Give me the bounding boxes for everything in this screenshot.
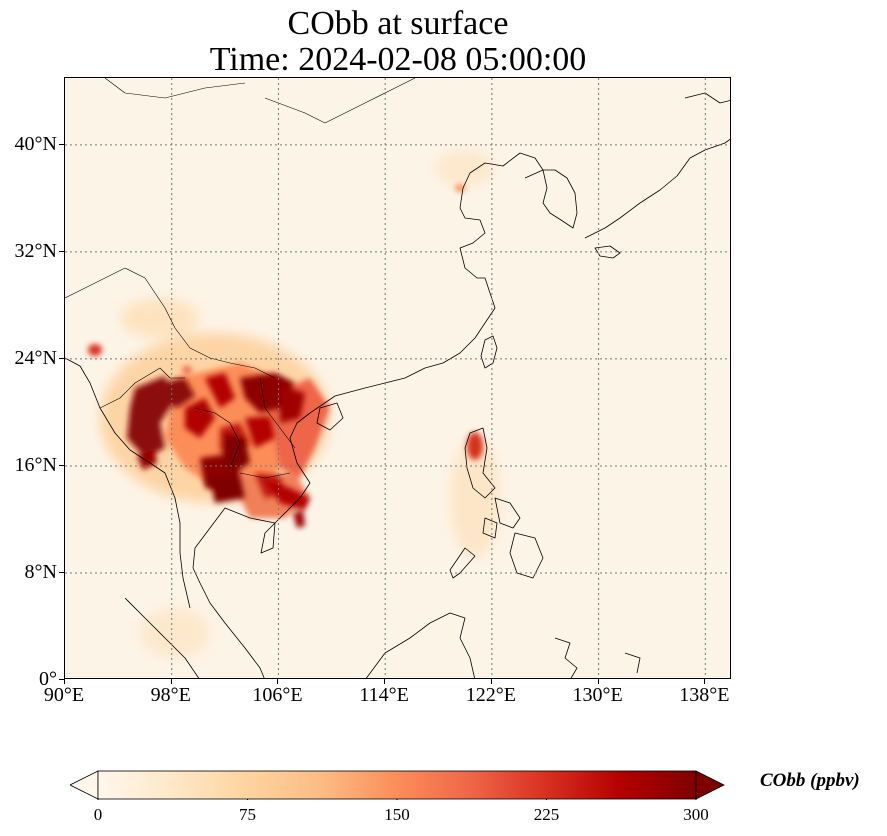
lat-tick-mark [59, 357, 64, 359]
lon-tick-mark [277, 679, 279, 684]
lat-tick-label: 24°N [14, 346, 57, 369]
colorbar-label: CObb (ppbv) [760, 770, 860, 791]
lat-tick-label: 16°N [14, 453, 57, 476]
map-canvas [65, 78, 730, 678]
colorbar-extend-max [695, 770, 725, 800]
colorbar-tick-label: 75 [239, 805, 256, 824]
map-plot-area [64, 77, 731, 679]
map-gridlines [65, 78, 730, 678]
lon-tick-mark [64, 679, 65, 684]
lat-tick-mark [59, 679, 64, 680]
lat-tick-label: 32°N [14, 239, 57, 262]
lon-tick-label: 98°E [150, 684, 191, 706]
lon-tick-mark [170, 679, 172, 684]
lat-tick-label: 40°N [14, 132, 57, 155]
lon-tick-label: 114°E [359, 684, 409, 706]
plot-title: CObb at surface [287, 5, 509, 42]
lon-tick-label: 138°E [679, 684, 730, 706]
lat-tick-mark [59, 250, 64, 252]
plot-subtitle-time: Time: 2024-02-08 05:00:00 [209, 41, 587, 78]
colorbar-tick-label: 225 [533, 805, 560, 824]
lat-tick-label: 0° [39, 668, 57, 690]
colorbar-extend-min [70, 770, 99, 800]
lon-tick-mark [597, 679, 599, 684]
lon-tick-mark [704, 679, 706, 684]
lon-tick-label: 130°E [572, 684, 623, 706]
lon-tick-label: 90°E [43, 684, 85, 706]
lat-tick-mark [59, 143, 64, 145]
lat-tick-label: 8°N [24, 560, 57, 583]
colorbar [70, 770, 725, 800]
colorbar-tick-label: 300 [683, 805, 709, 824]
lon-tick-label: 106°E [252, 684, 303, 706]
lat-tick-mark [59, 571, 64, 573]
colorbar-tick-label: 150 [384, 805, 410, 824]
lon-tick-mark [384, 679, 386, 684]
coastlines [65, 78, 730, 678]
lat-tick-mark [59, 464, 64, 466]
lon-tick-mark [490, 679, 492, 684]
cobb-concentration-field [88, 150, 500, 658]
lon-tick-label: 122°E [465, 684, 516, 706]
colorbar-gradient [97, 770, 697, 800]
colorbar-tick-label: 0 [93, 805, 103, 824]
